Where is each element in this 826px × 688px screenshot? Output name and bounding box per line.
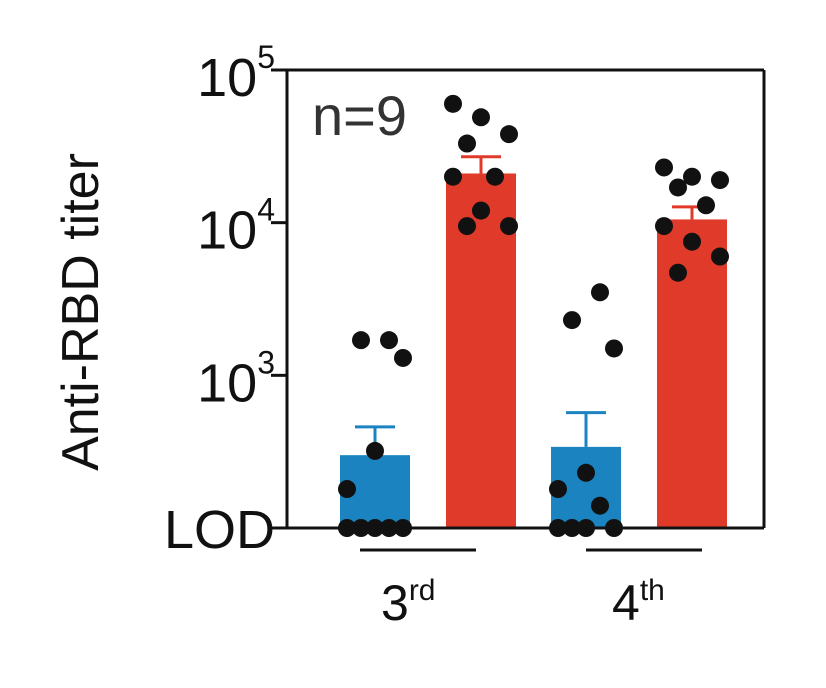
data-point-1-7 — [500, 217, 518, 236]
y-tick-label-1: 103 — [197, 344, 275, 413]
x-groups-layer: 3rd 4th — [360, 548, 702, 631]
data-point-3-7 — [711, 247, 729, 266]
data-point-1-0 — [444, 94, 462, 113]
data-point-3-1 — [683, 167, 701, 186]
data-point-3-3 — [669, 178, 687, 197]
y-tick-label-2: 104 — [197, 192, 275, 261]
data-point-1-6 — [472, 201, 490, 220]
data-point-3-5 — [655, 217, 673, 236]
data-point-1-5 — [444, 167, 462, 186]
data-point-2-5 — [549, 480, 567, 499]
y-tick-label-3: 105 — [197, 39, 275, 108]
group-label-3rd: 3rd — [381, 574, 436, 631]
data-point-2-9 — [591, 283, 609, 302]
data-point-2-6 — [577, 463, 595, 482]
error-bars-layer — [355, 155, 712, 456]
data-point-3-4 — [697, 196, 715, 215]
data-point-0-8 — [352, 331, 370, 350]
data-point-3-8 — [669, 263, 687, 282]
data-point-1-2 — [500, 125, 518, 144]
data-point-3-2 — [711, 171, 729, 190]
data-point-1-3 — [458, 134, 476, 153]
data-point-1-1 — [472, 108, 490, 127]
data-point-0-5 — [338, 480, 356, 499]
bar-3 — [657, 219, 727, 528]
y-ticks-layer: LOD 103 104 105 — [164, 39, 287, 560]
sample-size-annotation: n=9 — [312, 84, 407, 147]
data-point-2-7 — [605, 339, 623, 358]
data-point-3-0 — [655, 158, 673, 177]
y-tick-label-0: LOD — [164, 500, 275, 560]
data-point-1-4 — [486, 167, 504, 186]
axes-layer — [285, 68, 766, 530]
group-label-4th: 4th — [612, 574, 665, 631]
data-point-0-7 — [394, 348, 412, 367]
data-point-2-4 — [591, 496, 609, 515]
data-point-1-8 — [458, 217, 476, 236]
data-point-0-9 — [380, 331, 398, 350]
data-point-3-6 — [683, 232, 701, 251]
data-points-layer — [338, 94, 729, 537]
data-point-2-8 — [563, 311, 581, 330]
y-axis-title: Anti-RBD titer — [52, 153, 110, 471]
data-point-0-6 — [366, 441, 384, 460]
